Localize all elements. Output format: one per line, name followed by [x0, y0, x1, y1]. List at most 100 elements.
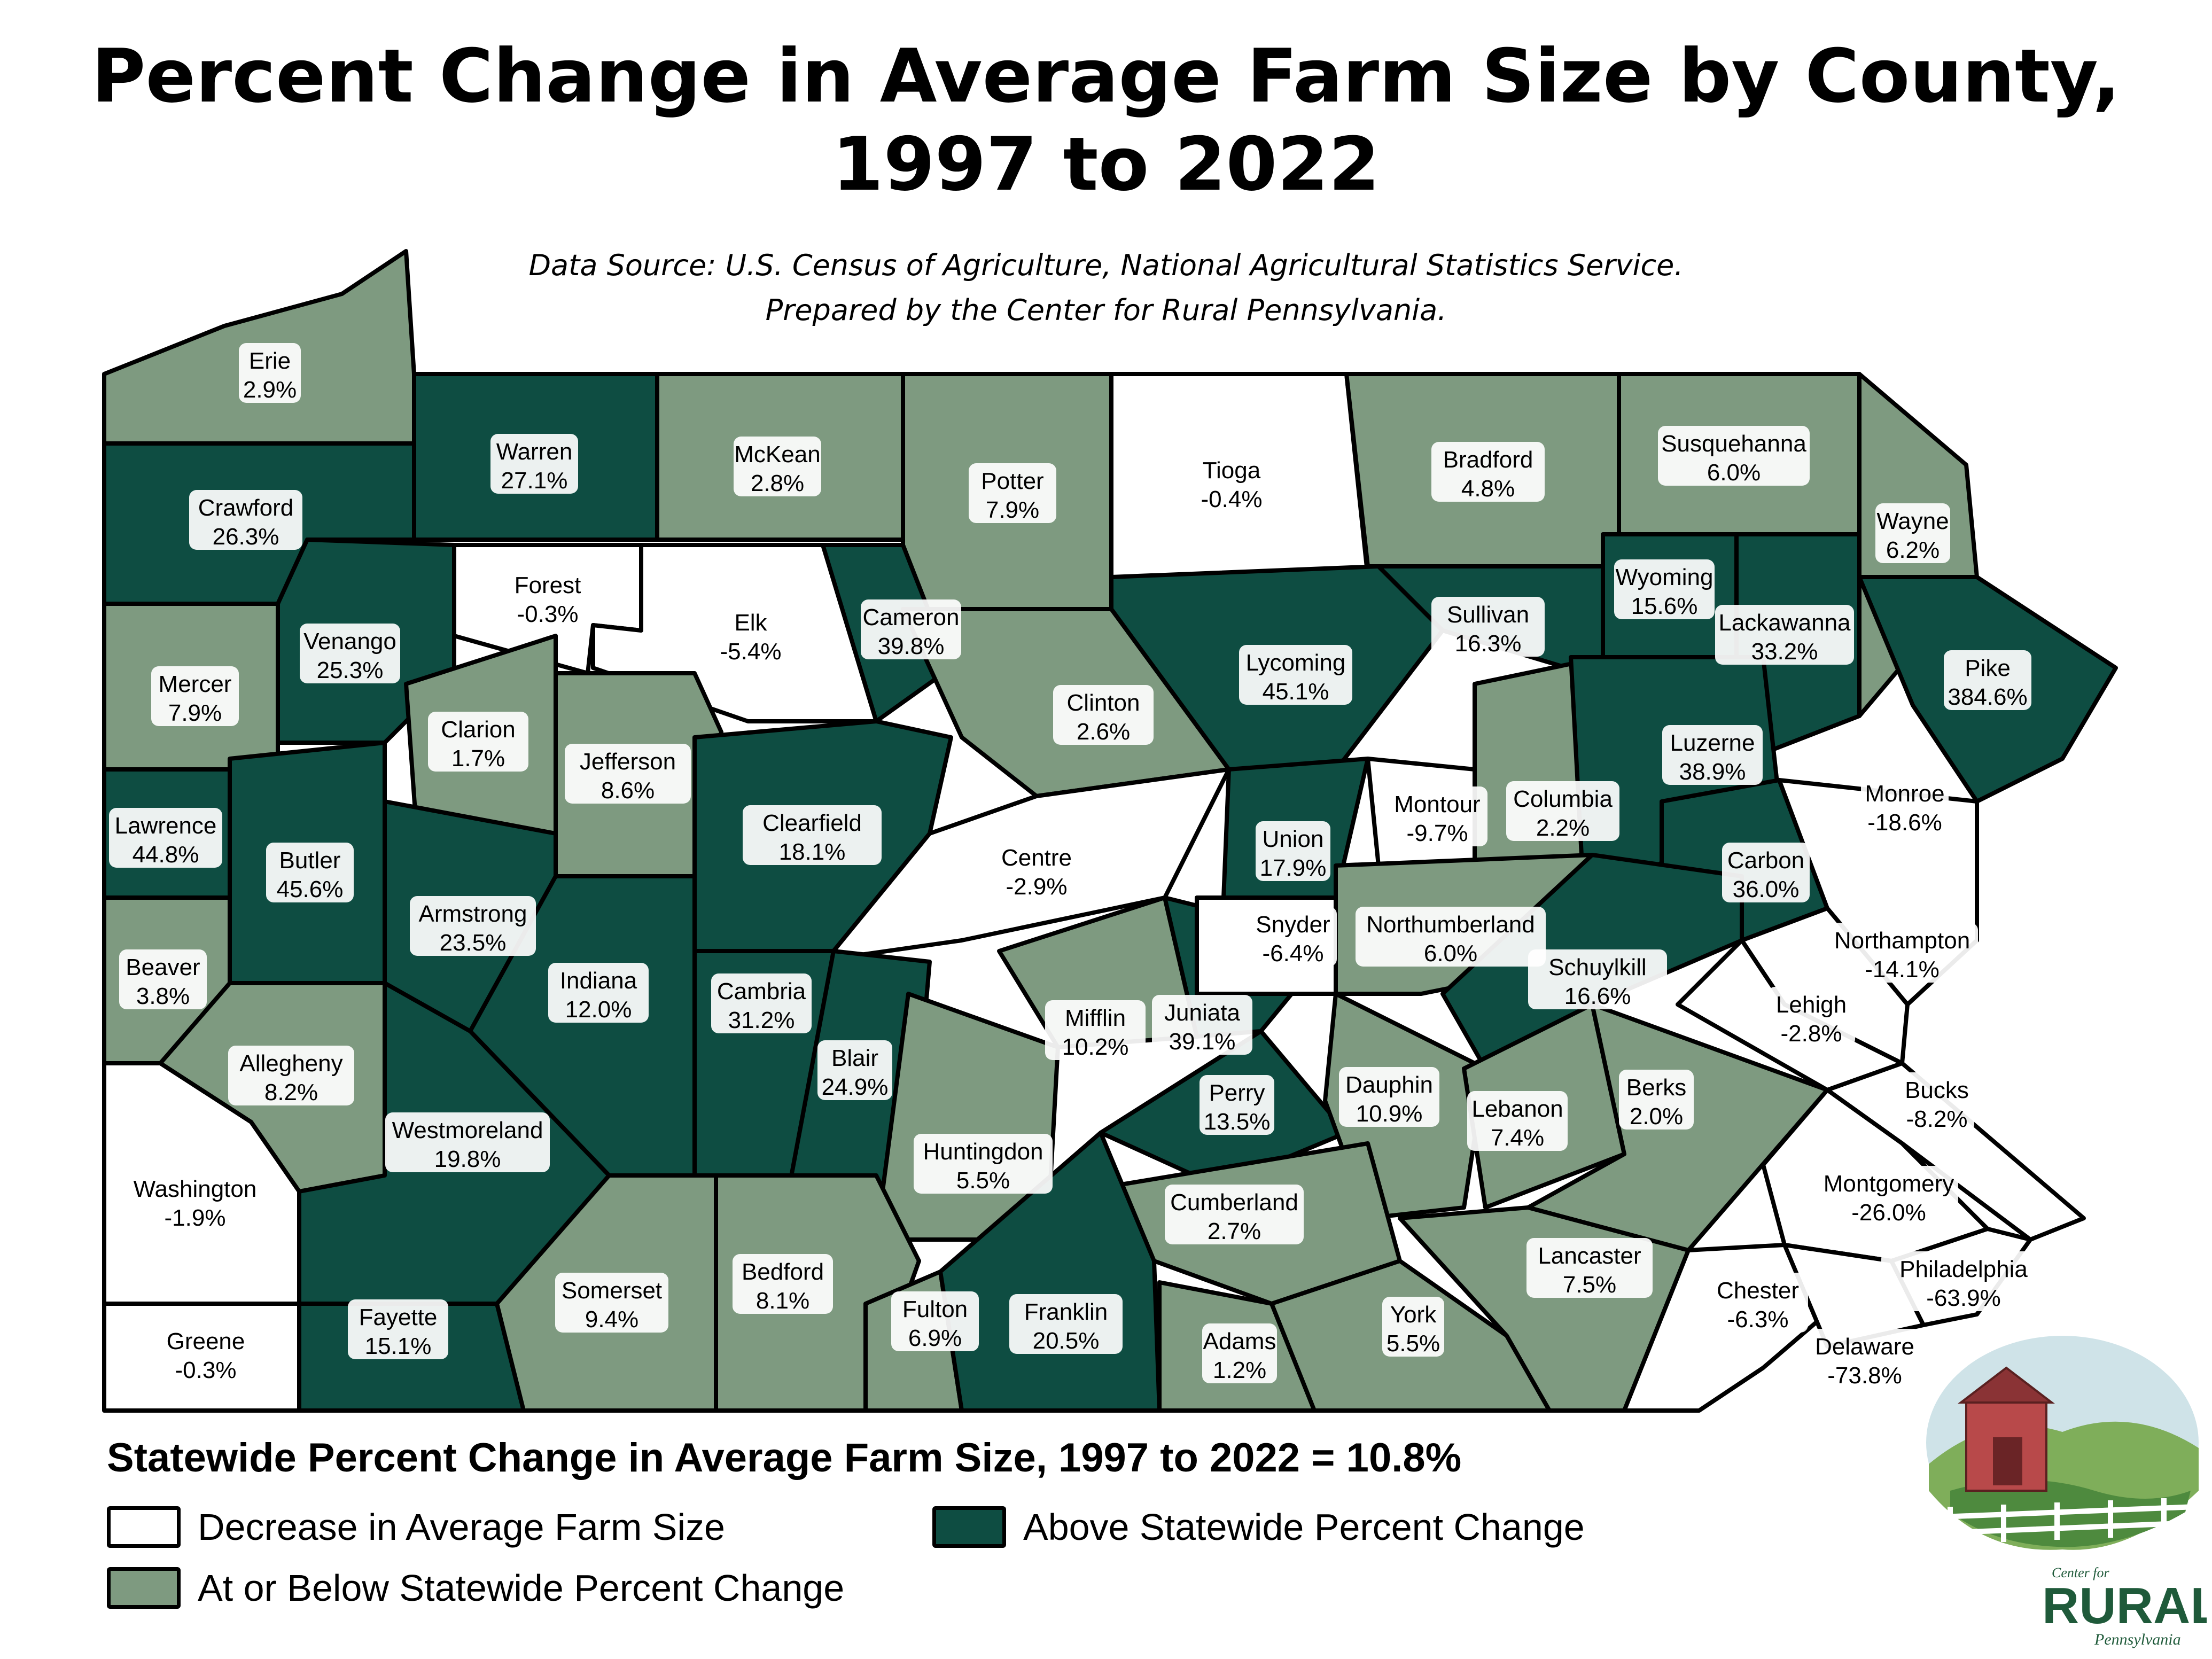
county-name: Cambria: [717, 978, 806, 1004]
county-label-backdrop: [914, 1134, 1053, 1194]
county-name: Wayne: [1876, 508, 1949, 534]
county-label-franklin: Franklin 20.5%: [1009, 1294, 1123, 1354]
county-label-armstrong: Armstrong 23.5%: [410, 896, 536, 956]
county-label-backdrop: [1467, 1091, 1568, 1151]
county-percent-change: 7.9%: [168, 700, 222, 726]
county-percent-change: 36.0%: [1733, 876, 1800, 902]
county-name: Bedford: [742, 1259, 824, 1285]
county-label-delaware: Delaware-73.8%: [1808, 1329, 1921, 1389]
county-percent-change: 44.8%: [133, 842, 199, 868]
county-name: Lebanon: [1471, 1096, 1563, 1122]
county-percent-change: 13.5%: [1204, 1109, 1271, 1135]
county-label-backdrop: [1387, 786, 1487, 846]
map-title-line2: 1997 to 2022: [832, 121, 1380, 207]
legend-item-at-or-below: At or Below Statewide Percent Change: [107, 1567, 844, 1609]
county-label-lehigh: Lehigh -2.8%: [1767, 987, 1855, 1047]
county-label-adams: Adams 1.2%: [1202, 1323, 1277, 1383]
county-label-clearfield: Clearfield 18.1%: [743, 805, 882, 865]
county-name: McKean: [734, 441, 820, 468]
county-label-backdrop: [1045, 1000, 1146, 1060]
county-label-backdrop: [490, 434, 578, 494]
county-percent-change: -2.8%: [1781, 1021, 1842, 1047]
county-percent-change: 4.8%: [1461, 476, 1515, 502]
county-name: Lancaster: [1538, 1243, 1641, 1269]
county-percent-change: 45.1%: [1263, 679, 1329, 705]
legend-item-decrease: Decrease in Average Farm Size: [107, 1506, 725, 1548]
county-name: Northampton: [1834, 928, 1970, 954]
county-label-warren: Warren 27.1%: [490, 434, 578, 494]
county-name: Indiana: [560, 968, 637, 994]
county-percent-change: -0.4%: [1201, 486, 1263, 512]
county-label-backdrop: [993, 840, 1080, 900]
map-title-line1: Percent Change in Average Farm Size by C…: [91, 33, 2121, 119]
county-label-backdrop: [162, 1323, 250, 1383]
legend-swatch-above: [932, 1506, 1006, 1548]
county-percent-change: -18.6%: [1867, 809, 1942, 836]
county-percent-change: 1.7%: [451, 745, 505, 772]
county-percent-change: 12.0%: [565, 996, 632, 1023]
county-percent-change: -5.4%: [720, 638, 782, 665]
county-name: Westmoreland: [392, 1117, 543, 1143]
legend-label-above: Above Statewide Percent Change: [1023, 1506, 1585, 1548]
county-label-elk: Elk-5.4%: [713, 605, 788, 665]
county-percent-change: 2.0%: [1630, 1103, 1683, 1130]
legend-swatch-decrease: [107, 1506, 181, 1548]
county-name: Cumberland: [1170, 1189, 1298, 1216]
county-label-backdrop: [1658, 426, 1810, 486]
county-name: Delaware: [1815, 1334, 1914, 1360]
county-percent-change: 27.1%: [501, 468, 568, 494]
county-name: Luzerne: [1670, 730, 1755, 756]
county-label-chester: Chester-6.3%: [1708, 1273, 1808, 1333]
county-label-backdrop: [1944, 650, 2031, 710]
county-percent-change: 2.2%: [1536, 815, 1590, 841]
county-label-lycoming: Lycoming 45.1%: [1239, 645, 1352, 705]
county-percent-change: -26.0%: [1851, 1200, 1926, 1226]
county-label-backdrop: [1194, 453, 1269, 512]
county-label-backdrop: [1431, 442, 1545, 502]
county-name: Montgomery: [1824, 1171, 1954, 1197]
county-percent-change: -9.7%: [1407, 820, 1468, 846]
county-name: Cameron: [863, 604, 960, 630]
county-label-backdrop: [1722, 843, 1810, 902]
county-percent-change: -1.9%: [165, 1205, 226, 1231]
county-label-forest: Forest -0.3%: [504, 567, 591, 627]
county-name: Philadelphia: [1899, 1256, 2028, 1282]
county-label-bucks: Bucks -8.2%: [1899, 1072, 1974, 1132]
county-label-backdrop: [1526, 1238, 1653, 1298]
county-percent-change: 6.2%: [1886, 537, 1940, 563]
county-percent-change: 2.6%: [1077, 719, 1130, 745]
legend-label-decrease: Decrease in Average Farm Size: [198, 1506, 725, 1548]
county-label-luzerne: Luzerne 38.9%: [1662, 725, 1763, 785]
county-label-backdrop: [410, 896, 536, 956]
county-label-juniata: Juniata 39.1%: [1152, 995, 1252, 1055]
county-percent-change: 5.5%: [1387, 1330, 1440, 1357]
county-percent-change: 10.9%: [1356, 1101, 1423, 1127]
county-label-backdrop: [1899, 1072, 1974, 1132]
county-label-backdrop: [861, 599, 961, 659]
county-label-backdrop: [504, 567, 591, 627]
county-label-fulton: Fulton 6.9%: [891, 1291, 979, 1351]
prepared-by-line: Prepared by the Center for Rural Pennsyl…: [765, 293, 1447, 327]
county-name: Carbon: [1727, 847, 1804, 874]
county-label-backdrop: [239, 343, 301, 403]
county-name: Bucks: [1905, 1077, 1969, 1103]
county-name: Columbia: [1513, 786, 1613, 812]
county-name: Potter: [981, 468, 1043, 494]
county-percent-change: 8.6%: [601, 777, 655, 804]
county-label-backdrop: [1053, 685, 1154, 745]
county-name: Monroe: [1865, 781, 1944, 807]
county-percent-change: 5.5%: [956, 1167, 1010, 1194]
county-name: York: [1390, 1302, 1437, 1328]
county-percent-change: 38.9%: [1679, 759, 1746, 785]
county-label-lebanon: Lebanon 7.4%: [1467, 1091, 1568, 1151]
county-label-backdrop: [1202, 1323, 1277, 1383]
county-label-centre: Centre -2.9%: [993, 840, 1080, 900]
county-name: Jefferson: [580, 749, 676, 775]
